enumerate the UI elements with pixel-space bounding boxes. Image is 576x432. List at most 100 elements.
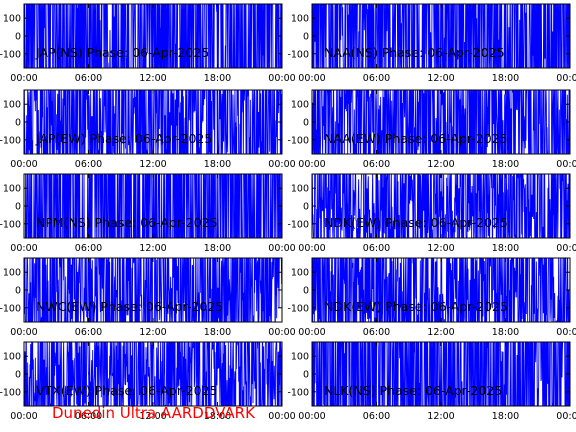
panel-title: JAP(EW) Phase: 06-Apr-2025 — [35, 131, 212, 146]
x-tick-label: 00:00 — [268, 411, 295, 422]
x-tick-label: 12:00 — [427, 73, 454, 84]
y-tick-label: -100 — [0, 219, 21, 230]
y-tick-label: -100 — [0, 135, 21, 146]
phase-panel: 100 0 -100 00:00 06:00 12:00 18:00 00:00 NAA(EW)… — [287, 89, 576, 170]
x-tick-label: 00:00 — [556, 411, 576, 422]
x-tick-label: 12:00 — [139, 159, 166, 170]
x-tick-label: 00:00 — [10, 159, 37, 170]
x-tick-label: 12:00 — [427, 159, 454, 170]
y-tick-label: 100 — [3, 100, 21, 111]
x-tick-label: 12:00 — [427, 243, 454, 254]
y-tick-label: 100 — [3, 268, 21, 279]
y-tick-label: -100 — [0, 303, 21, 314]
x-tick-label: 06:00 — [363, 73, 390, 84]
x-tick-label: 18:00 — [492, 327, 519, 338]
panel-title: NPM(NS) Phase: 06-Apr-2025 — [36, 215, 217, 230]
x-tick-label: 00:00 — [268, 327, 295, 338]
x-tick-label: 00:00 — [10, 73, 37, 84]
phase-panel: 100 0 -100 00:00 06:00 12:00 18:00 00:00 JAP(NS)… — [0, 3, 296, 84]
x-tick-label: 00:00 — [556, 159, 576, 170]
y-tick-label: 100 — [291, 352, 309, 363]
x-tick-label: 00:00 — [556, 243, 576, 254]
x-tick-label: 06:00 — [75, 73, 102, 84]
phase-panel: 100 0 -100 00:00 06:00 12:00 18:00 00:00 VTX(EW)… — [0, 341, 296, 422]
x-tick-label: 00:00 — [556, 73, 576, 84]
x-tick-label: 12:00 — [427, 411, 454, 422]
panel-title: NWC(EW) Phase: 06-Apr-2025 — [36, 299, 223, 314]
x-tick-label: 12:00 — [139, 327, 166, 338]
x-tick-label: 00:00 — [298, 243, 325, 254]
y-tick-label: 100 — [3, 352, 21, 363]
y-tick-label: 0 — [303, 32, 309, 43]
x-tick-label: 06:00 — [75, 243, 102, 254]
x-tick-label: 18:00 — [204, 411, 231, 422]
y-tick-label: -100 — [0, 49, 21, 60]
x-tick-label: 12:00 — [139, 243, 166, 254]
x-tick-label: 18:00 — [492, 159, 519, 170]
x-tick-label: 06:00 — [75, 327, 102, 338]
x-tick-label: 06:00 — [363, 159, 390, 170]
y-tick-label: 100 — [291, 184, 309, 195]
x-tick-label: 00:00 — [268, 159, 295, 170]
x-tick-label: 06:00 — [363, 327, 390, 338]
x-tick-label: 00:00 — [298, 159, 325, 170]
phase-trace — [312, 174, 570, 238]
phase-panel: 100 0 -100 00:00 06:00 12:00 18:00 00:00 JAP(EW)… — [0, 89, 296, 170]
x-tick-label: 18:00 — [204, 327, 231, 338]
y-tick-label: 0 — [303, 118, 309, 129]
phase-panel: 100 0 -100 00:00 06:00 12:00 18:00 00:00 NDK(EW)… — [287, 173, 576, 254]
y-tick-label: -100 — [287, 49, 309, 60]
phase-panel: 100 0 -100 00:00 06:00 12:00 18:00 00:00 NDK(EW)… — [287, 257, 576, 338]
x-tick-label: 18:00 — [492, 73, 519, 84]
x-tick-label: 06:00 — [363, 243, 390, 254]
x-tick-label: 06:00 — [75, 411, 102, 422]
x-tick-label: 18:00 — [204, 243, 231, 254]
phase-trace — [312, 90, 570, 154]
y-tick-label: -100 — [287, 387, 309, 398]
panel-title: JAP(NS) Phase: 06-Apr-2025 — [35, 45, 209, 60]
y-tick-label: 0 — [15, 286, 21, 297]
x-tick-label: 00:00 — [298, 73, 325, 84]
x-tick-label: 06:00 — [75, 159, 102, 170]
x-tick-label: 06:00 — [363, 411, 390, 422]
x-tick-label: 00:00 — [298, 327, 325, 338]
y-tick-label: 0 — [15, 118, 21, 129]
x-tick-label: 18:00 — [492, 411, 519, 422]
y-tick-label: 0 — [303, 370, 309, 381]
y-tick-label: 100 — [291, 100, 309, 111]
panel-title: NDK(EW) Phase: 06-Apr-2025 — [324, 215, 508, 230]
footer-label: Dunedin Ultra AARDDVARK — [52, 404, 255, 422]
panel-title: NAA(EW) Phase: 06-Apr-2025 — [324, 131, 508, 146]
y-tick-label: 100 — [291, 14, 309, 25]
phase-panel: 100 0 -100 00:00 06:00 12:00 18:00 00:00 NLK(NS)… — [287, 341, 576, 422]
panel-title: VTX(EW) Phase: 06-Apr-2025 — [36, 383, 218, 398]
x-tick-label: 00:00 — [268, 73, 295, 84]
x-tick-label: 00:00 — [10, 411, 37, 422]
y-tick-label: -100 — [287, 135, 309, 146]
panel-title: NLK(NS) Phase: 06-Apr-2025 — [324, 383, 502, 398]
x-tick-label: 00:00 — [268, 243, 295, 254]
x-tick-label: 00:00 — [298, 411, 325, 422]
panel-title: NDK(EW) Phase: 06-Apr-2025 — [324, 299, 508, 314]
y-tick-label: 0 — [15, 202, 21, 213]
y-tick-label: -100 — [0, 387, 21, 398]
x-tick-label: 00:00 — [10, 243, 37, 254]
phase-trace — [312, 258, 570, 322]
y-tick-label: 0 — [303, 286, 309, 297]
panel-title: NAA(NS) Phase: 06-Apr-2025 — [324, 45, 505, 60]
y-tick-label: 0 — [303, 202, 309, 213]
x-tick-label: 12:00 — [139, 411, 166, 422]
x-tick-label: 00:00 — [10, 327, 37, 338]
y-tick-label: 100 — [3, 184, 21, 195]
y-tick-label: 100 — [291, 268, 309, 279]
y-tick-label: -100 — [287, 303, 309, 314]
phase-trace — [24, 342, 282, 406]
y-tick-label: 0 — [15, 370, 21, 381]
phase-panel: 100 0 -100 00:00 06:00 12:00 18:00 00:00 NWC(EW)… — [0, 257, 296, 338]
y-tick-label: -100 — [287, 219, 309, 230]
phase-panel: 100 0 -100 00:00 06:00 12:00 18:00 00:00 NAA(NS)… — [287, 3, 576, 84]
x-tick-label: 18:00 — [204, 159, 231, 170]
y-tick-label: 0 — [15, 32, 21, 43]
phase-panel: 100 0 -100 00:00 06:00 12:00 18:00 00:00 NPM(NS)… — [0, 173, 296, 254]
